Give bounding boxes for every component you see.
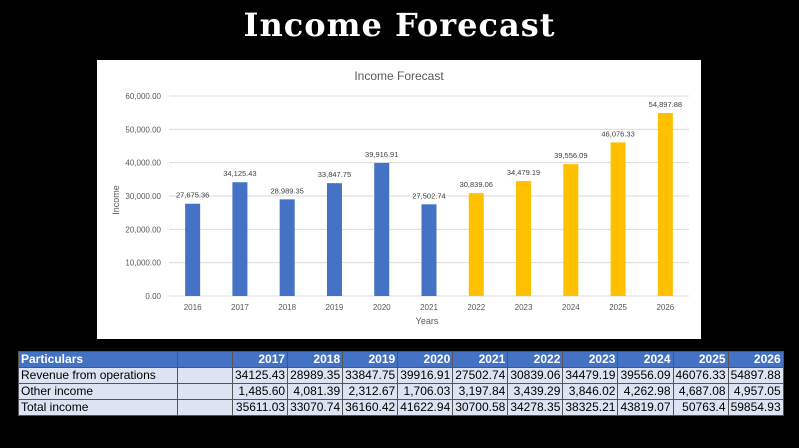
header-year: 2022 bbox=[507, 351, 564, 368]
bar-2022 bbox=[468, 193, 484, 296]
income-bar-chart: Income Forecast 27,675.36 34,125.43 28,989… bbox=[111, 69, 689, 326]
x-tick-label: 2018 bbox=[278, 303, 296, 312]
table-cell: 1,706.03 bbox=[397, 383, 454, 400]
y-tick-label: 40,000.00 bbox=[125, 159, 161, 168]
bar-2024 bbox=[563, 164, 579, 296]
x-tick-label: 2023 bbox=[515, 303, 533, 312]
table-cell: 3,197.84 bbox=[452, 383, 509, 400]
table-cell: 54897.88 bbox=[727, 367, 784, 384]
table-cell: 4,687.08 bbox=[672, 383, 729, 400]
table-cell: 33847.75 bbox=[342, 367, 399, 384]
table-cell: 4,081.39 bbox=[287, 383, 344, 400]
table-cell: 33070.74 bbox=[287, 399, 344, 416]
data-label: 54,897.88 bbox=[649, 100, 682, 109]
x-tick-label: 2020 bbox=[373, 303, 391, 312]
y-tick-label: 20,000.00 bbox=[125, 225, 161, 234]
header-year: 2018 bbox=[287, 351, 344, 368]
bar-2020 bbox=[374, 162, 390, 296]
table-cell bbox=[177, 367, 233, 384]
data-label: 33,847.75 bbox=[318, 170, 351, 179]
table-cell: 41622.94 bbox=[397, 399, 454, 416]
table-cell: 3,439.29 bbox=[507, 383, 564, 400]
data-label: 30,839.06 bbox=[460, 180, 493, 189]
table-row-revenue: Revenue from operations 34125.43 28989.3… bbox=[18, 367, 784, 384]
table-cell: 43819.07 bbox=[617, 399, 674, 416]
data-label: 34,479.19 bbox=[507, 168, 540, 177]
table-cell: 1,485.60 bbox=[231, 383, 289, 400]
table-cell: 59854.93 bbox=[727, 399, 784, 416]
table-cell: 28989.35 bbox=[287, 367, 344, 384]
table-cell: 35611.03 bbox=[231, 399, 289, 416]
chart-panel: Income Forecast 27,675.36 34,125.43 28,989… bbox=[97, 60, 701, 339]
bar-2016 bbox=[185, 203, 201, 296]
bar-2023 bbox=[516, 181, 532, 296]
y-axis-label: Income bbox=[111, 185, 121, 215]
row-label: Revenue from operations bbox=[18, 367, 178, 384]
table-cell: 3,846.02 bbox=[562, 383, 619, 400]
header-blank bbox=[177, 351, 233, 368]
y-tick-label: 50,000.00 bbox=[125, 125, 161, 134]
y-tick-label: 30,000.00 bbox=[125, 192, 161, 201]
data-label: 39,916.91 bbox=[365, 150, 398, 159]
header-year: 2023 bbox=[562, 351, 619, 368]
table-cell bbox=[177, 383, 233, 400]
chart-title: Income Forecast bbox=[354, 69, 444, 83]
table-cell bbox=[177, 399, 233, 416]
table-cell: 27502.74 bbox=[452, 367, 509, 384]
y-tick-label: 60,000.00 bbox=[125, 92, 161, 101]
bar-2025 bbox=[610, 142, 626, 296]
y-tick-label: 0.00 bbox=[145, 292, 161, 301]
table-cell: 30700.58 bbox=[452, 399, 509, 416]
table-cell: 34479.19 bbox=[562, 367, 619, 384]
data-label: 28,989.35 bbox=[270, 186, 303, 195]
row-label: Other income bbox=[18, 383, 178, 400]
table-header-row: Particulars 2017 2018 2019 2020 2021 202… bbox=[18, 351, 784, 368]
table-cell: 46076.33 bbox=[672, 367, 729, 384]
header-year: 2017 bbox=[231, 351, 289, 368]
data-label: 46,076.33 bbox=[601, 129, 634, 138]
bar-2021 bbox=[421, 204, 437, 296]
x-tick-label: 2016 bbox=[184, 303, 202, 312]
x-tick-label: 2017 bbox=[231, 303, 249, 312]
header-year: 2019 bbox=[342, 351, 399, 368]
table-cell: 39556.09 bbox=[617, 367, 674, 384]
table-cell: 50763.4 bbox=[672, 399, 729, 416]
table-cell: 36160.42 bbox=[342, 399, 399, 416]
bar-2017 bbox=[232, 182, 248, 296]
data-label: 27,675.36 bbox=[176, 191, 209, 200]
x-tick-label: 2022 bbox=[467, 303, 485, 312]
row-label: Total income bbox=[18, 399, 178, 416]
table-cell: 39916.91 bbox=[397, 367, 454, 384]
data-label: 27,502.74 bbox=[412, 191, 445, 200]
bar-2019 bbox=[326, 183, 342, 296]
x-tick-label: 2021 bbox=[420, 303, 438, 312]
x-tick-label: 2026 bbox=[656, 303, 674, 312]
data-label: 39,556.09 bbox=[554, 151, 587, 160]
header-particulars: Particulars bbox=[18, 351, 178, 368]
slide-title: Income Forecast bbox=[243, 6, 556, 44]
table-row-other-income: Other income 1,485.60 4,081.39 2,312.67 … bbox=[18, 383, 784, 400]
table-cell: 34125.43 bbox=[231, 367, 289, 384]
header-year: 2025 bbox=[672, 351, 729, 368]
table-cell: 2,312.67 bbox=[342, 383, 399, 400]
x-tick-label: 2019 bbox=[326, 303, 344, 312]
y-tick-label: 10,000.00 bbox=[125, 259, 161, 268]
table-cell: 34278.35 bbox=[507, 399, 564, 416]
x-tick-label: 2025 bbox=[609, 303, 627, 312]
table-cell: 30839.06 bbox=[507, 367, 564, 384]
table-cell: 38325.21 bbox=[562, 399, 619, 416]
header-year: 2026 bbox=[727, 351, 784, 368]
header-year: 2020 bbox=[397, 351, 454, 368]
header-year: 2021 bbox=[452, 351, 509, 368]
table-cell: 4,262.98 bbox=[617, 383, 674, 400]
bar-2026 bbox=[657, 113, 673, 296]
header-year: 2024 bbox=[617, 351, 674, 368]
data-label: 34,125.43 bbox=[223, 169, 256, 178]
table-cell: 4,957.05 bbox=[727, 383, 784, 400]
bar-2018 bbox=[279, 199, 295, 296]
table-row-total-income: Total income 35611.03 33070.74 36160.42 … bbox=[18, 399, 784, 416]
income-table: Particulars 2017 2018 2019 2020 2021 202… bbox=[18, 351, 784, 416]
x-tick-label: 2024 bbox=[562, 303, 580, 312]
x-axis-label: Years bbox=[416, 316, 439, 326]
